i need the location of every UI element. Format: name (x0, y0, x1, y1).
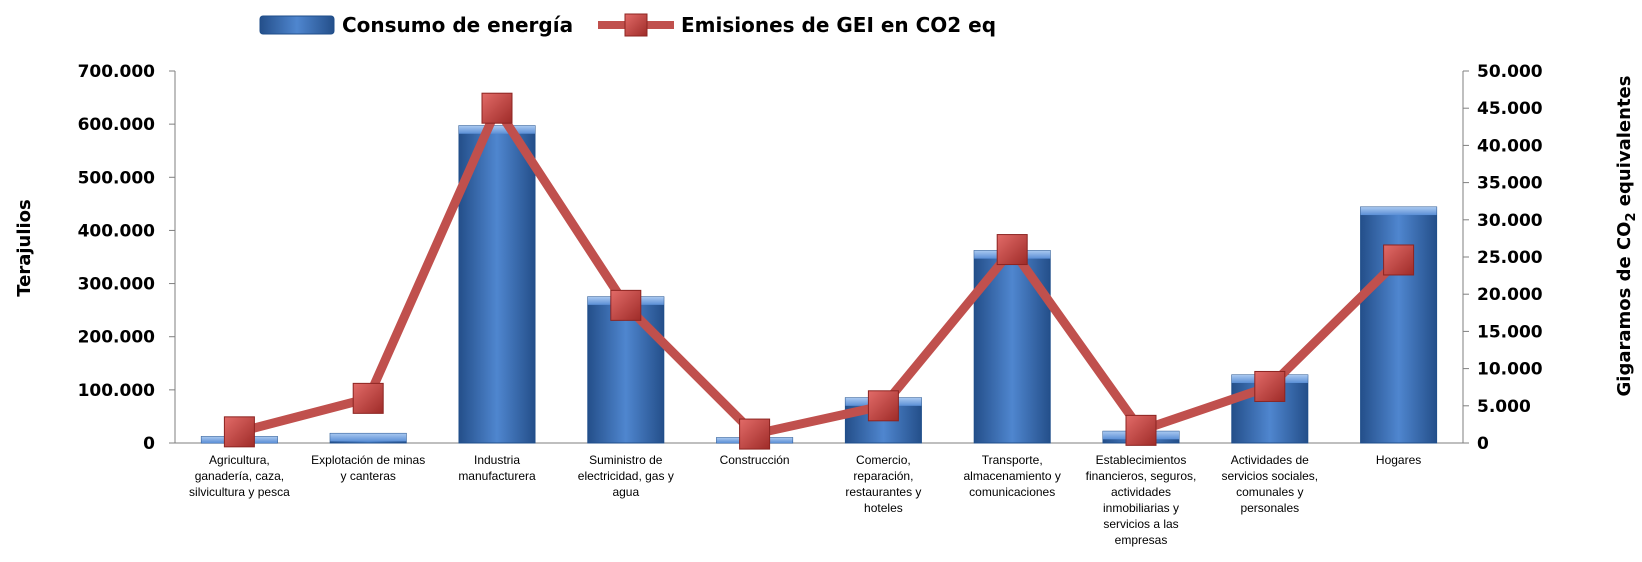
category-label: Explotación de minas y canteras (311, 453, 425, 483)
legend-item-energy: Consumo de energía (259, 13, 573, 37)
emissions-point (352, 382, 384, 414)
emissions-point (867, 390, 899, 422)
category-label: Suministro de electricidad, gas y agua (578, 453, 674, 499)
right-tick-label: 50.000 (1477, 62, 1543, 82)
right-tick-label: 20.000 (1477, 285, 1543, 305)
category-labels: Agricultura, ganadería, caza, silvicultura… (189, 453, 1421, 547)
right-tick-label: 35.000 (1477, 174, 1543, 194)
right-tick-label: 15.000 (1477, 322, 1543, 342)
left-axis-title: Terajulios (14, 199, 35, 297)
emissions-point (1254, 370, 1286, 402)
legend-swatch-energy (259, 15, 335, 35)
right-tick-label: 10.000 (1477, 360, 1543, 380)
energy-bar-top (330, 433, 407, 442)
legend-marker-emissions (624, 13, 648, 37)
left-tick-label: 700.000 (78, 62, 156, 82)
category-label: Hogares (1376, 453, 1421, 467)
legend: Consumo de energía Emisiones de GEI en C… (259, 13, 996, 37)
energy-bar-top (459, 125, 535, 134)
emissions-point (739, 418, 771, 450)
emissions-point (1125, 414, 1157, 446)
emissions-point (481, 92, 513, 124)
category-label: Construcción (720, 453, 790, 467)
right-tick-label: 25.000 (1477, 248, 1543, 268)
left-axis-ticks: 0 100.000 200.000 300.000 400.000 500.000 600.… (78, 62, 175, 454)
energy-bars (200, 125, 1438, 444)
left-tick-label: 200.000 (78, 328, 156, 348)
emissions-point (1383, 244, 1415, 276)
right-tick-label: 30.000 (1477, 211, 1543, 231)
legend-label-energy: Consumo de energía (342, 13, 573, 37)
energy-bar (587, 296, 665, 444)
emissions-point (223, 416, 255, 448)
left-tick-label: 500.000 (78, 168, 156, 188)
category-label: Transporte, almacenamiento y comunicacione… (964, 453, 1061, 499)
left-tick-label: 300.000 (78, 275, 156, 295)
right-axis-ticks: 0 5.000 10.000 15.000 20.000 25.000 30.000 35.0… (1463, 62, 1543, 454)
left-tick-label: 400.000 (78, 221, 156, 241)
emissions-line (238, 103, 1402, 439)
category-label: Comercio, reparación, restaurantes y hotele… (845, 453, 921, 515)
legend-label-emissions: Emisiones de GEI en CO2 eq (681, 13, 996, 37)
category-label: Agricultura, ganadería, caza, silvicultura… (189, 453, 290, 499)
left-tick-label: 0 (143, 434, 155, 454)
right-axis-title: Gigaramos de CO2 equivalentes (1614, 76, 1639, 397)
right-tick-label: 0 (1477, 434, 1489, 454)
emissions-point (610, 289, 642, 321)
emissions-point (996, 234, 1028, 266)
category-label: Actividades de servicios sociales, comunal… (1221, 453, 1318, 515)
left-tick-label: 600.000 (78, 115, 156, 135)
right-tick-label: 5.000 (1477, 397, 1531, 417)
category-label: Establecimientos financieros, seguros, act… (1086, 453, 1197, 547)
energy-bar (1360, 206, 1438, 444)
left-tick-label: 100.000 (78, 381, 156, 401)
category-label: Industria manufacturera (458, 453, 536, 483)
emissions-series (223, 92, 1415, 450)
right-tick-label: 45.000 (1477, 99, 1543, 119)
energy-bar (458, 125, 536, 444)
energy-bar-top (1360, 207, 1437, 216)
legend-item-emissions: Emisiones de GEI en CO2 eq (598, 13, 996, 37)
right-tick-label: 40.000 (1477, 136, 1543, 156)
